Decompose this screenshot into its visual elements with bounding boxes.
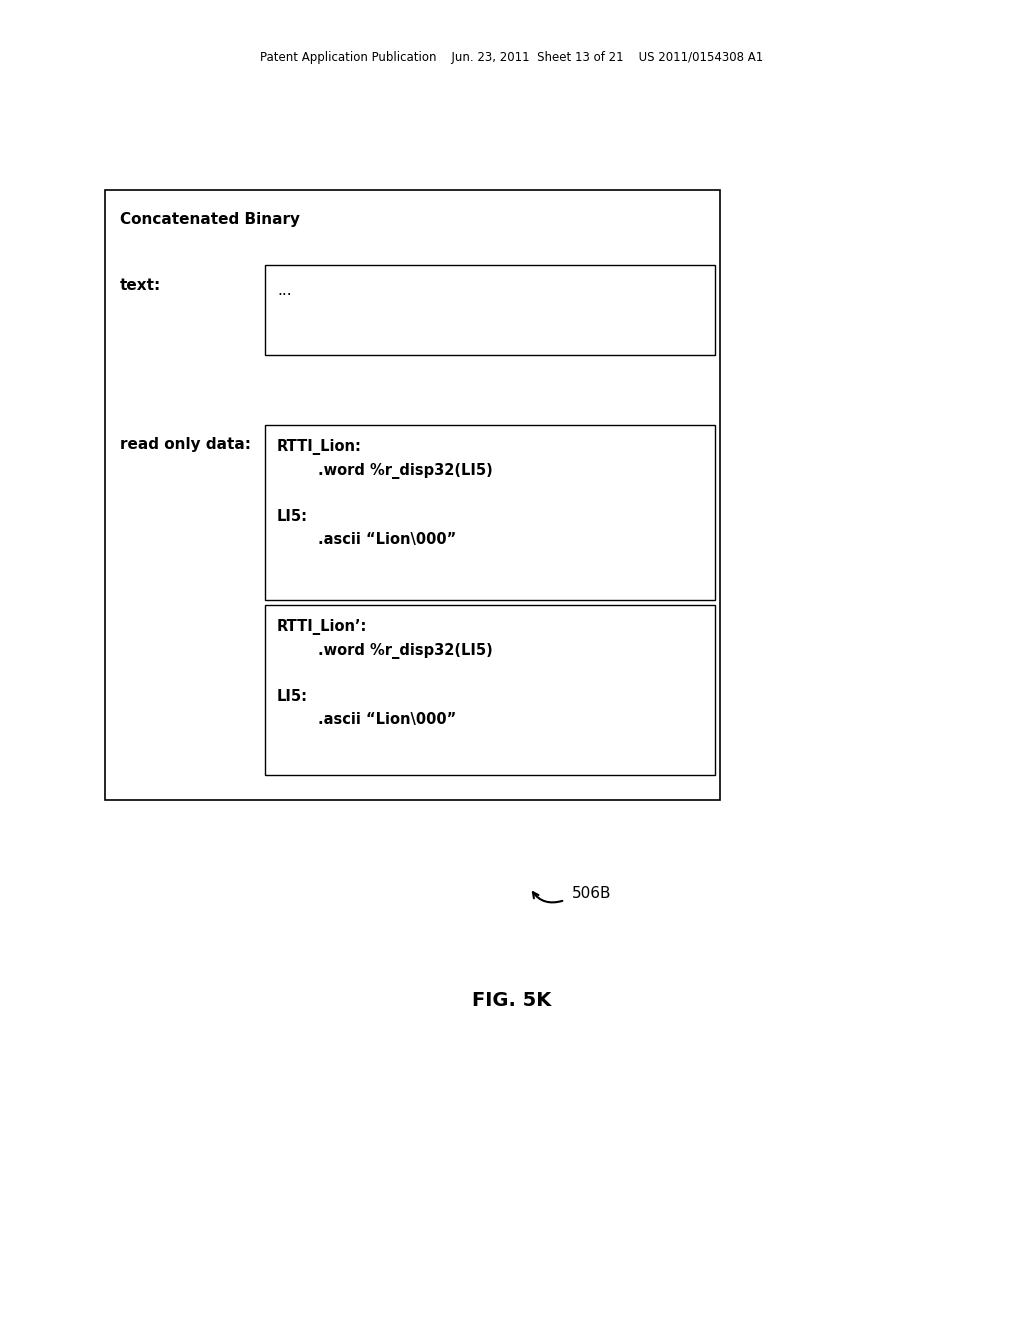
Text: ...: ... xyxy=(278,282,292,298)
Text: FIG. 5K: FIG. 5K xyxy=(472,990,552,1010)
Bar xyxy=(105,190,720,800)
Text: text:: text: xyxy=(120,277,161,293)
Text: RTTI_Lion’:
        .word %r_disp32(LI5)

LI5:
        .ascii “Lion\000”: RTTI_Lion’: .word %r_disp32(LI5) LI5: .a… xyxy=(278,619,493,727)
Bar xyxy=(265,425,715,601)
Text: Patent Application Publication    Jun. 23, 2011  Sheet 13 of 21    US 2011/01543: Patent Application Publication Jun. 23, … xyxy=(260,51,764,65)
Text: Concatenated Binary: Concatenated Binary xyxy=(120,213,300,227)
Bar xyxy=(265,605,715,775)
Bar xyxy=(265,265,715,355)
Text: RTTI_Lion:
        .word %r_disp32(LI5)

LI5:
        .ascii “Lion\000”: RTTI_Lion: .word %r_disp32(LI5) LI5: .as… xyxy=(278,440,493,548)
Text: read only data:: read only data: xyxy=(120,437,251,453)
Text: 506B: 506B xyxy=(572,886,611,900)
